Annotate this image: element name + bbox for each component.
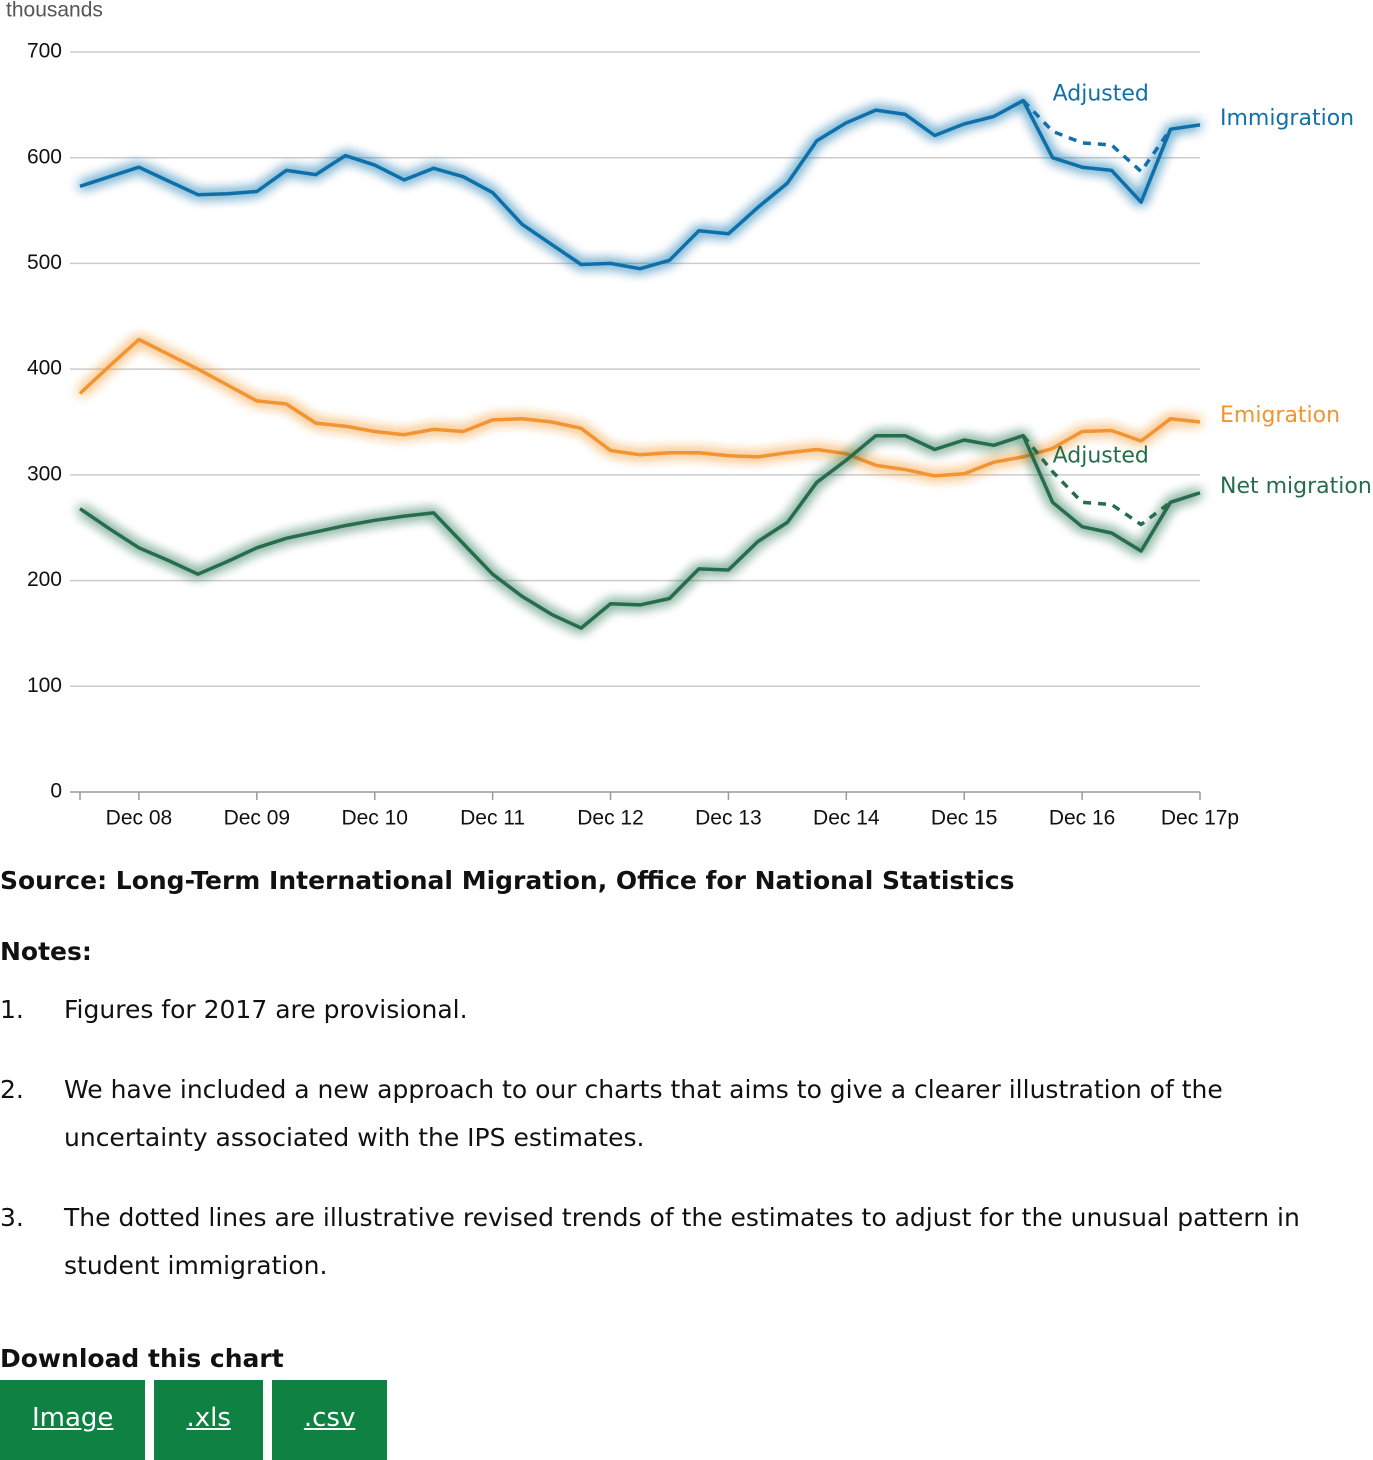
series-label: Adjusted — [1053, 81, 1149, 106]
x-tick-label: Dec 16 — [1049, 807, 1116, 830]
download-button[interactable]: .xls — [154, 1380, 263, 1460]
y-tick-label: 300 — [27, 462, 62, 485]
series-line — [79, 98, 1201, 271]
y-tick-label: 500 — [27, 251, 62, 274]
y-tick-label: 600 — [27, 145, 62, 168]
note-marker: 2. — [0, 1075, 24, 1104]
download-title: Download this chart — [0, 1344, 284, 1373]
series-label: Emigration — [1220, 403, 1340, 428]
source: Source: Long-Term International Migratio… — [0, 866, 1015, 895]
y-tick-label: 100 — [27, 674, 62, 697]
x-tick-label: Dec 14 — [813, 807, 880, 830]
series-line — [1021, 99, 1172, 174]
note: 2. We have included a new approach to our… — [0, 1066, 1360, 1162]
x-tick-label: Dec 13 — [695, 807, 762, 830]
y-tick-label: 700 — [27, 40, 62, 63]
series-line — [78, 337, 1201, 478]
note-marker: 1. — [0, 995, 24, 1024]
download-button[interactable]: .csv — [271, 1380, 388, 1460]
note: 3. The dotted lines are illustrative revi… — [0, 1194, 1360, 1290]
note: 1. Figures for 2017 are provisional. — [0, 986, 1360, 1034]
note-marker: 3. — [0, 1203, 24, 1232]
chart: thousands 0 100 200 300 400 500 600 700 Dec 08 De… — [6, 0, 1372, 830]
x-tick-label: Dec 09 — [224, 807, 291, 830]
note-text: The dotted lines are illustrative revise… — [64, 1203, 1300, 1280]
series-label: Immigration — [1220, 106, 1354, 131]
y-axis-label: thousands — [6, 0, 103, 22]
note-text: We have included a new approach to our c… — [64, 1075, 1223, 1152]
notes-title: Notes: — [0, 937, 92, 966]
series-label: Adjusted — [1053, 444, 1149, 469]
y-tick-label: 200 — [27, 568, 62, 591]
x-tick-label: Dec 10 — [341, 807, 408, 830]
series-line — [79, 433, 1201, 630]
x-tick-label: Dec 08 — [106, 807, 173, 830]
series-label: Net migration — [1220, 474, 1372, 499]
y-tick-label: 0 — [50, 780, 62, 803]
download-button[interactable]: Image — [0, 1380, 146, 1460]
x-tick-label: Dec 17p — [1161, 807, 1239, 830]
note-text: Figures for 2017 are provisional. — [64, 995, 468, 1024]
y-tick-label: 400 — [27, 357, 62, 380]
x-tick-label: Dec 15 — [931, 807, 998, 830]
x-tick-label: Dec 12 — [577, 807, 644, 830]
notes: 1. Figures for 2017 are provisional. 2. We … — [0, 986, 1360, 1322]
x-tick-label: Dec 11 — [460, 807, 525, 830]
download-buttons: Image .xls .csv — [0, 1380, 388, 1460]
